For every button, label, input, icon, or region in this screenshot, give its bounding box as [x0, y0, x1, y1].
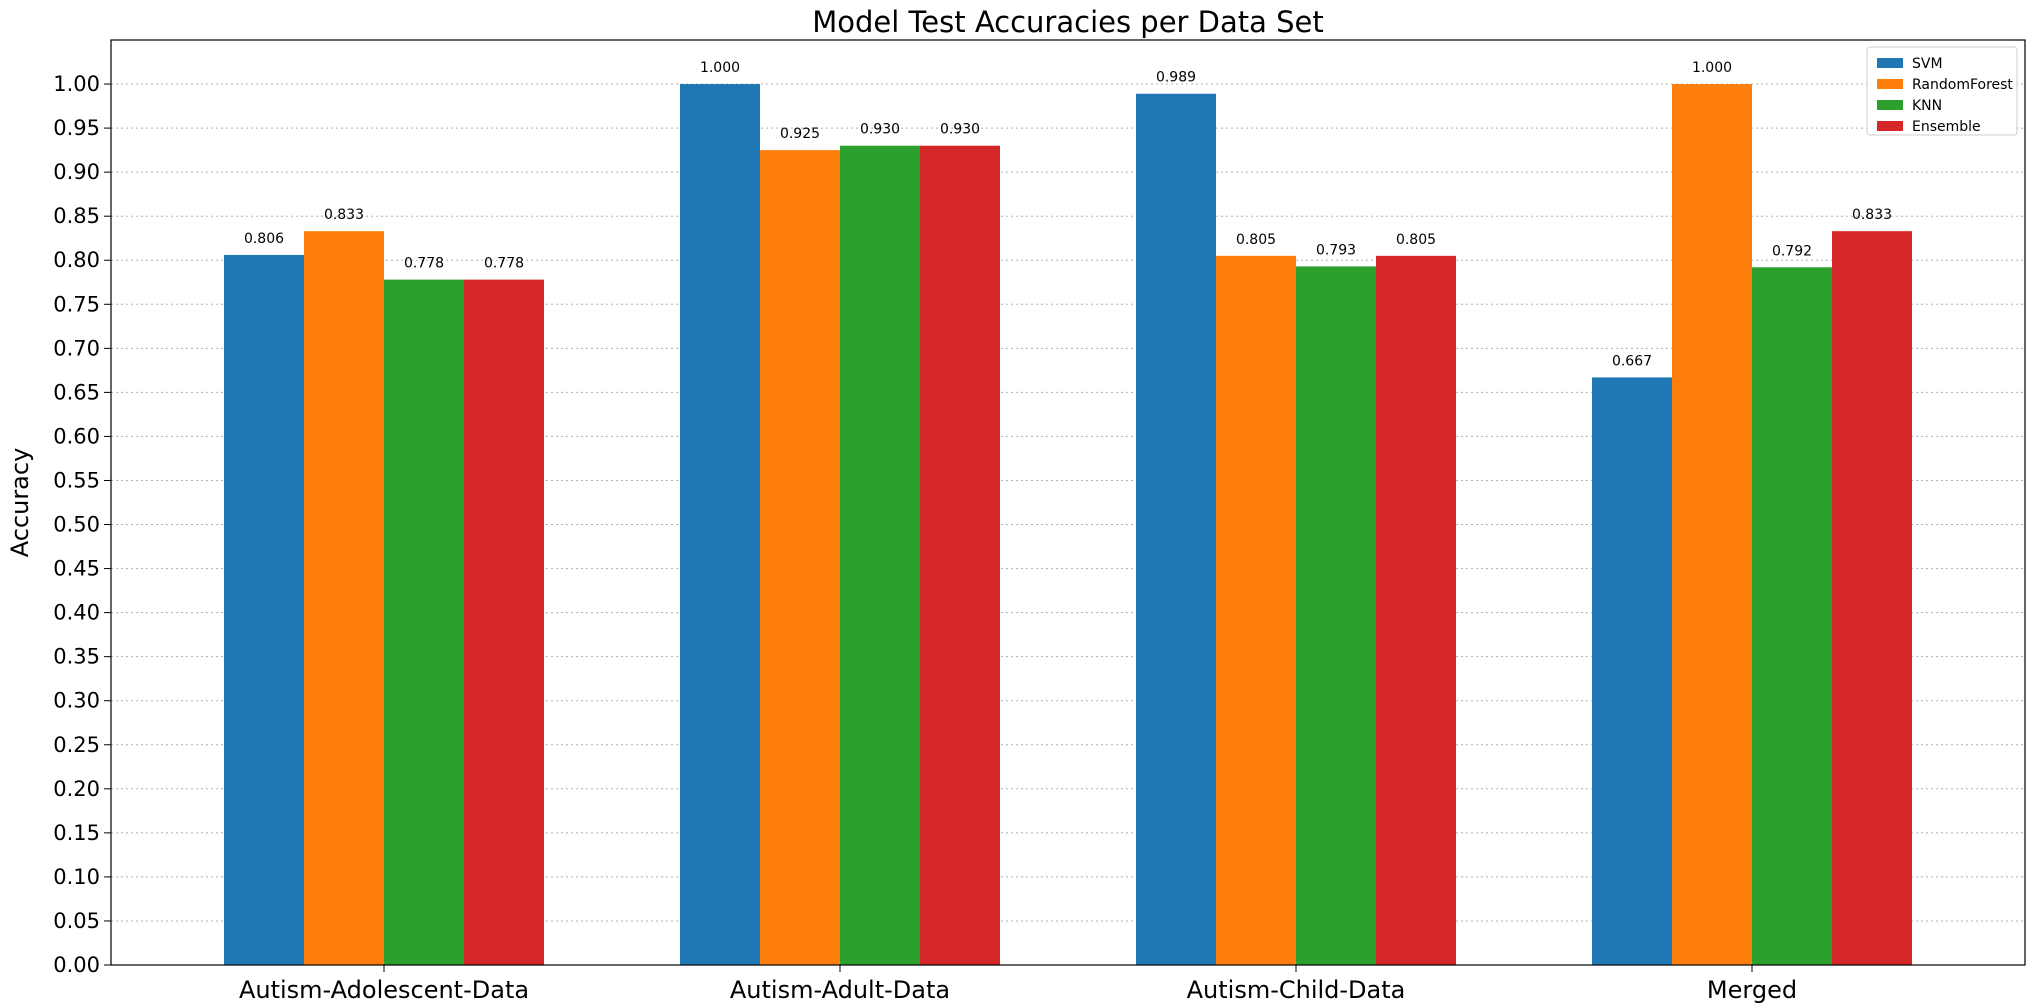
y-tick-label: 0.85 [53, 204, 100, 228]
bar-knn-1 [840, 145, 920, 965]
y-axis-ticks: 0.00 0.05 0.10 0.15 0.20 0.25 0.30 0.35 0.40 0.45… [53, 72, 111, 977]
y-tick-label: 0.60 [53, 424, 100, 448]
y-tick-label: 0.55 [53, 468, 100, 492]
bar-value-label: 0.806 [244, 231, 284, 247]
y-tick-label: 0.00 [53, 953, 100, 977]
y-tick-label: 0.35 [53, 645, 100, 669]
bar-value-label: 0.833 [1852, 207, 1892, 223]
bar-svm-2 [1136, 93, 1216, 965]
bar-value-label: 0.667 [1612, 353, 1652, 369]
legend-box [1866, 46, 2018, 136]
bar-value-label: 0.989 [1156, 70, 1196, 86]
y-tick-label: 0.10 [53, 865, 100, 889]
chart-title: Model Test Accuracies per Data Set [812, 5, 1324, 39]
legend-swatch [1877, 79, 1903, 89]
y-tick-label: 0.65 [53, 380, 100, 404]
bar-ensemble-1 [920, 145, 1000, 965]
bars [224, 84, 1912, 966]
bar-value-label: 0.778 [404, 256, 444, 272]
y-tick-label: 0.30 [53, 689, 100, 713]
x-tick-label: Autism-Adult-Data [730, 976, 950, 1004]
bar-randomforest-3 [1672, 84, 1752, 966]
bar-value-label: 0.793 [1316, 242, 1356, 258]
y-tick-label: 1.00 [53, 72, 100, 96]
y-tick-label: 0.25 [53, 733, 100, 757]
y-tick-label: 0.90 [53, 160, 100, 184]
bar-value-label: 0.930 [860, 122, 900, 138]
legend-swatch [1877, 100, 1903, 110]
legend-label: Ensemble [1912, 119, 1981, 135]
bar-knn-0 [384, 279, 464, 966]
bar-value-label: 0.778 [484, 256, 524, 272]
y-tick-label: 0.50 [53, 513, 100, 537]
legend: SVM RandomForest KNN Ensemble [1866, 46, 2018, 136]
y-axis-label: Accuracy [6, 448, 34, 558]
x-axis-ticks: Autism-Adolescent-Data Autism-Adult-Data A… [239, 965, 1797, 1004]
legend-label: SVM [1912, 56, 1943, 72]
bar-randomforest-1 [760, 150, 840, 966]
y-tick-label: 0.75 [53, 292, 100, 316]
bar-randomforest-0 [304, 231, 384, 965]
legend-label: RandomForest [1912, 77, 2013, 93]
bar-value-label: 1.000 [1692, 60, 1732, 76]
bar-ensemble-3 [1832, 231, 1912, 965]
bar-value-label: 0.930 [940, 122, 980, 138]
x-tick-label: Autism-Adolescent-Data [239, 976, 529, 1004]
legend-label: KNN [1912, 98, 1942, 114]
bar-ensemble-0 [464, 279, 544, 966]
bar-knn-2 [1296, 266, 1376, 965]
bar-value-label: 0.833 [324, 207, 364, 223]
plot-frame [110, 39, 2026, 966]
bar-svm-1 [680, 84, 760, 966]
y-tick-label: 0.70 [53, 336, 100, 360]
bar-value-label: 0.805 [1236, 232, 1276, 248]
bar-value-label: 1.000 [700, 60, 740, 76]
y-tick-label: 0.05 [53, 909, 100, 933]
y-tick-label: 0.45 [53, 557, 100, 581]
bar-value-label: 0.925 [780, 126, 820, 142]
bar-value-label: 0.792 [1772, 243, 1812, 259]
bar-svm-3 [1592, 377, 1672, 965]
y-tick-label: 0.95 [53, 116, 100, 140]
y-tick-label: 0.40 [53, 601, 100, 625]
y-tick-label: 0.20 [53, 777, 100, 801]
x-tick-label: Merged [1707, 976, 1797, 1004]
value-labels: 0.806 0.833 0.778 0.778 1.000 0.925 0.930 0.930… [244, 60, 1892, 369]
bar-ensemble-2 [1376, 255, 1456, 966]
x-tick-label: Autism-Child-Data [1187, 976, 1406, 1004]
bar-value-label: 0.805 [1396, 232, 1436, 248]
bar-randomforest-2 [1216, 255, 1296, 966]
legend-swatch [1877, 121, 1903, 131]
bar-svm-0 [224, 254, 304, 965]
y-tick-label: 0.80 [53, 248, 100, 272]
bar-knn-3 [1752, 267, 1832, 965]
legend-swatch [1877, 58, 1903, 68]
y-tick-label: 0.15 [53, 821, 100, 845]
